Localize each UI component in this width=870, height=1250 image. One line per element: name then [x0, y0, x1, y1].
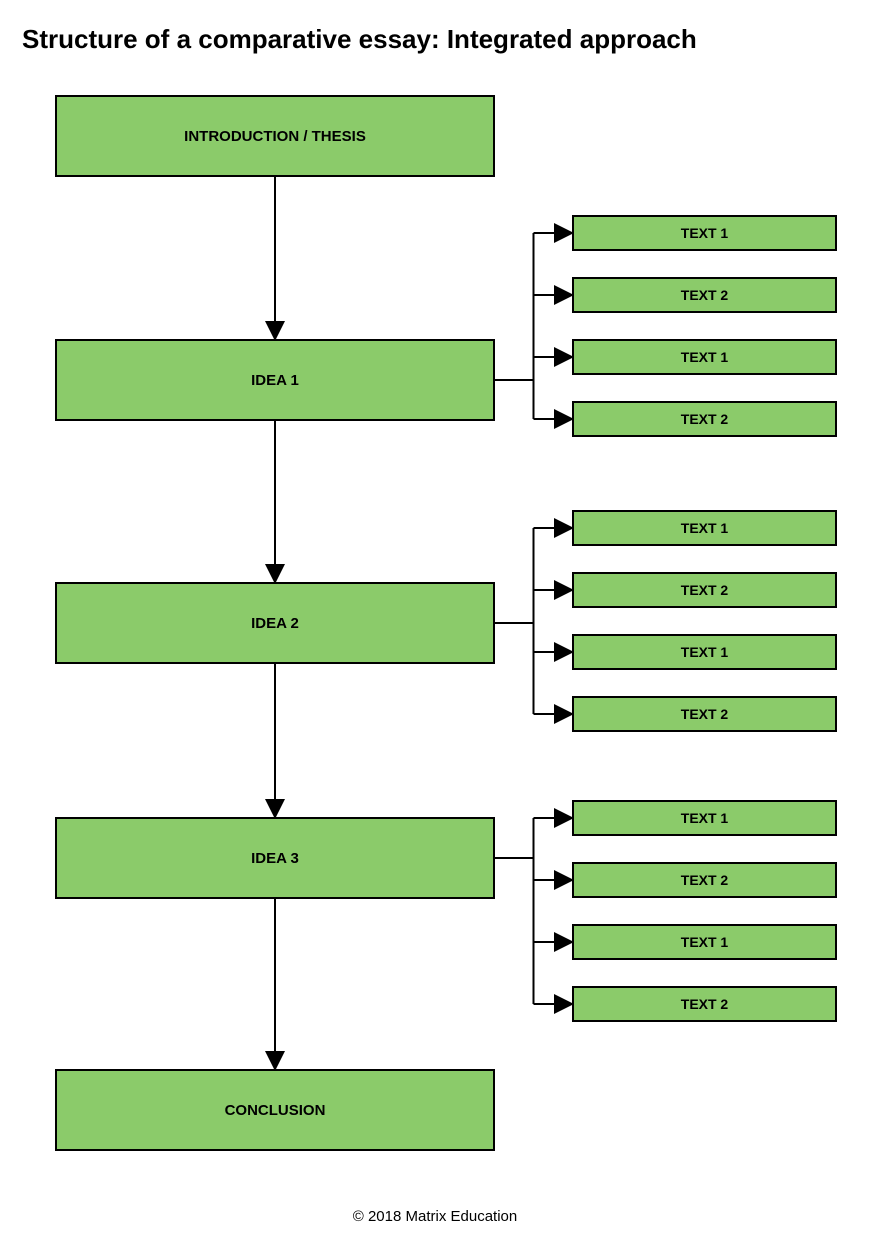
sub-group1-2: TEXT 1 [572, 339, 837, 375]
node-idea2: IDEA 2 [55, 582, 495, 664]
sub-group2-1: TEXT 2 [572, 572, 837, 608]
sub-group3-0: TEXT 1 [572, 800, 837, 836]
sub-group1-3: TEXT 2 [572, 401, 837, 437]
sub-group3-1: TEXT 2 [572, 862, 837, 898]
node-conclusion: CONCLUSION [55, 1069, 495, 1151]
sub-group3-3: TEXT 2 [572, 986, 837, 1022]
sub-group1-1: TEXT 2 [572, 277, 837, 313]
node-intro: INTRODUCTION / THESIS [55, 95, 495, 177]
sub-group2-0: TEXT 1 [572, 510, 837, 546]
copyright: © 2018 Matrix Education [0, 1208, 870, 1225]
sub-group3-2: TEXT 1 [572, 924, 837, 960]
sub-group2-3: TEXT 2 [572, 696, 837, 732]
node-idea3: IDEA 3 [55, 817, 495, 899]
sub-group2-2: TEXT 1 [572, 634, 837, 670]
page-title: Structure of a comparative essay: Integr… [22, 24, 697, 55]
sub-group1-0: TEXT 1 [572, 215, 837, 251]
node-idea1: IDEA 1 [55, 339, 495, 421]
